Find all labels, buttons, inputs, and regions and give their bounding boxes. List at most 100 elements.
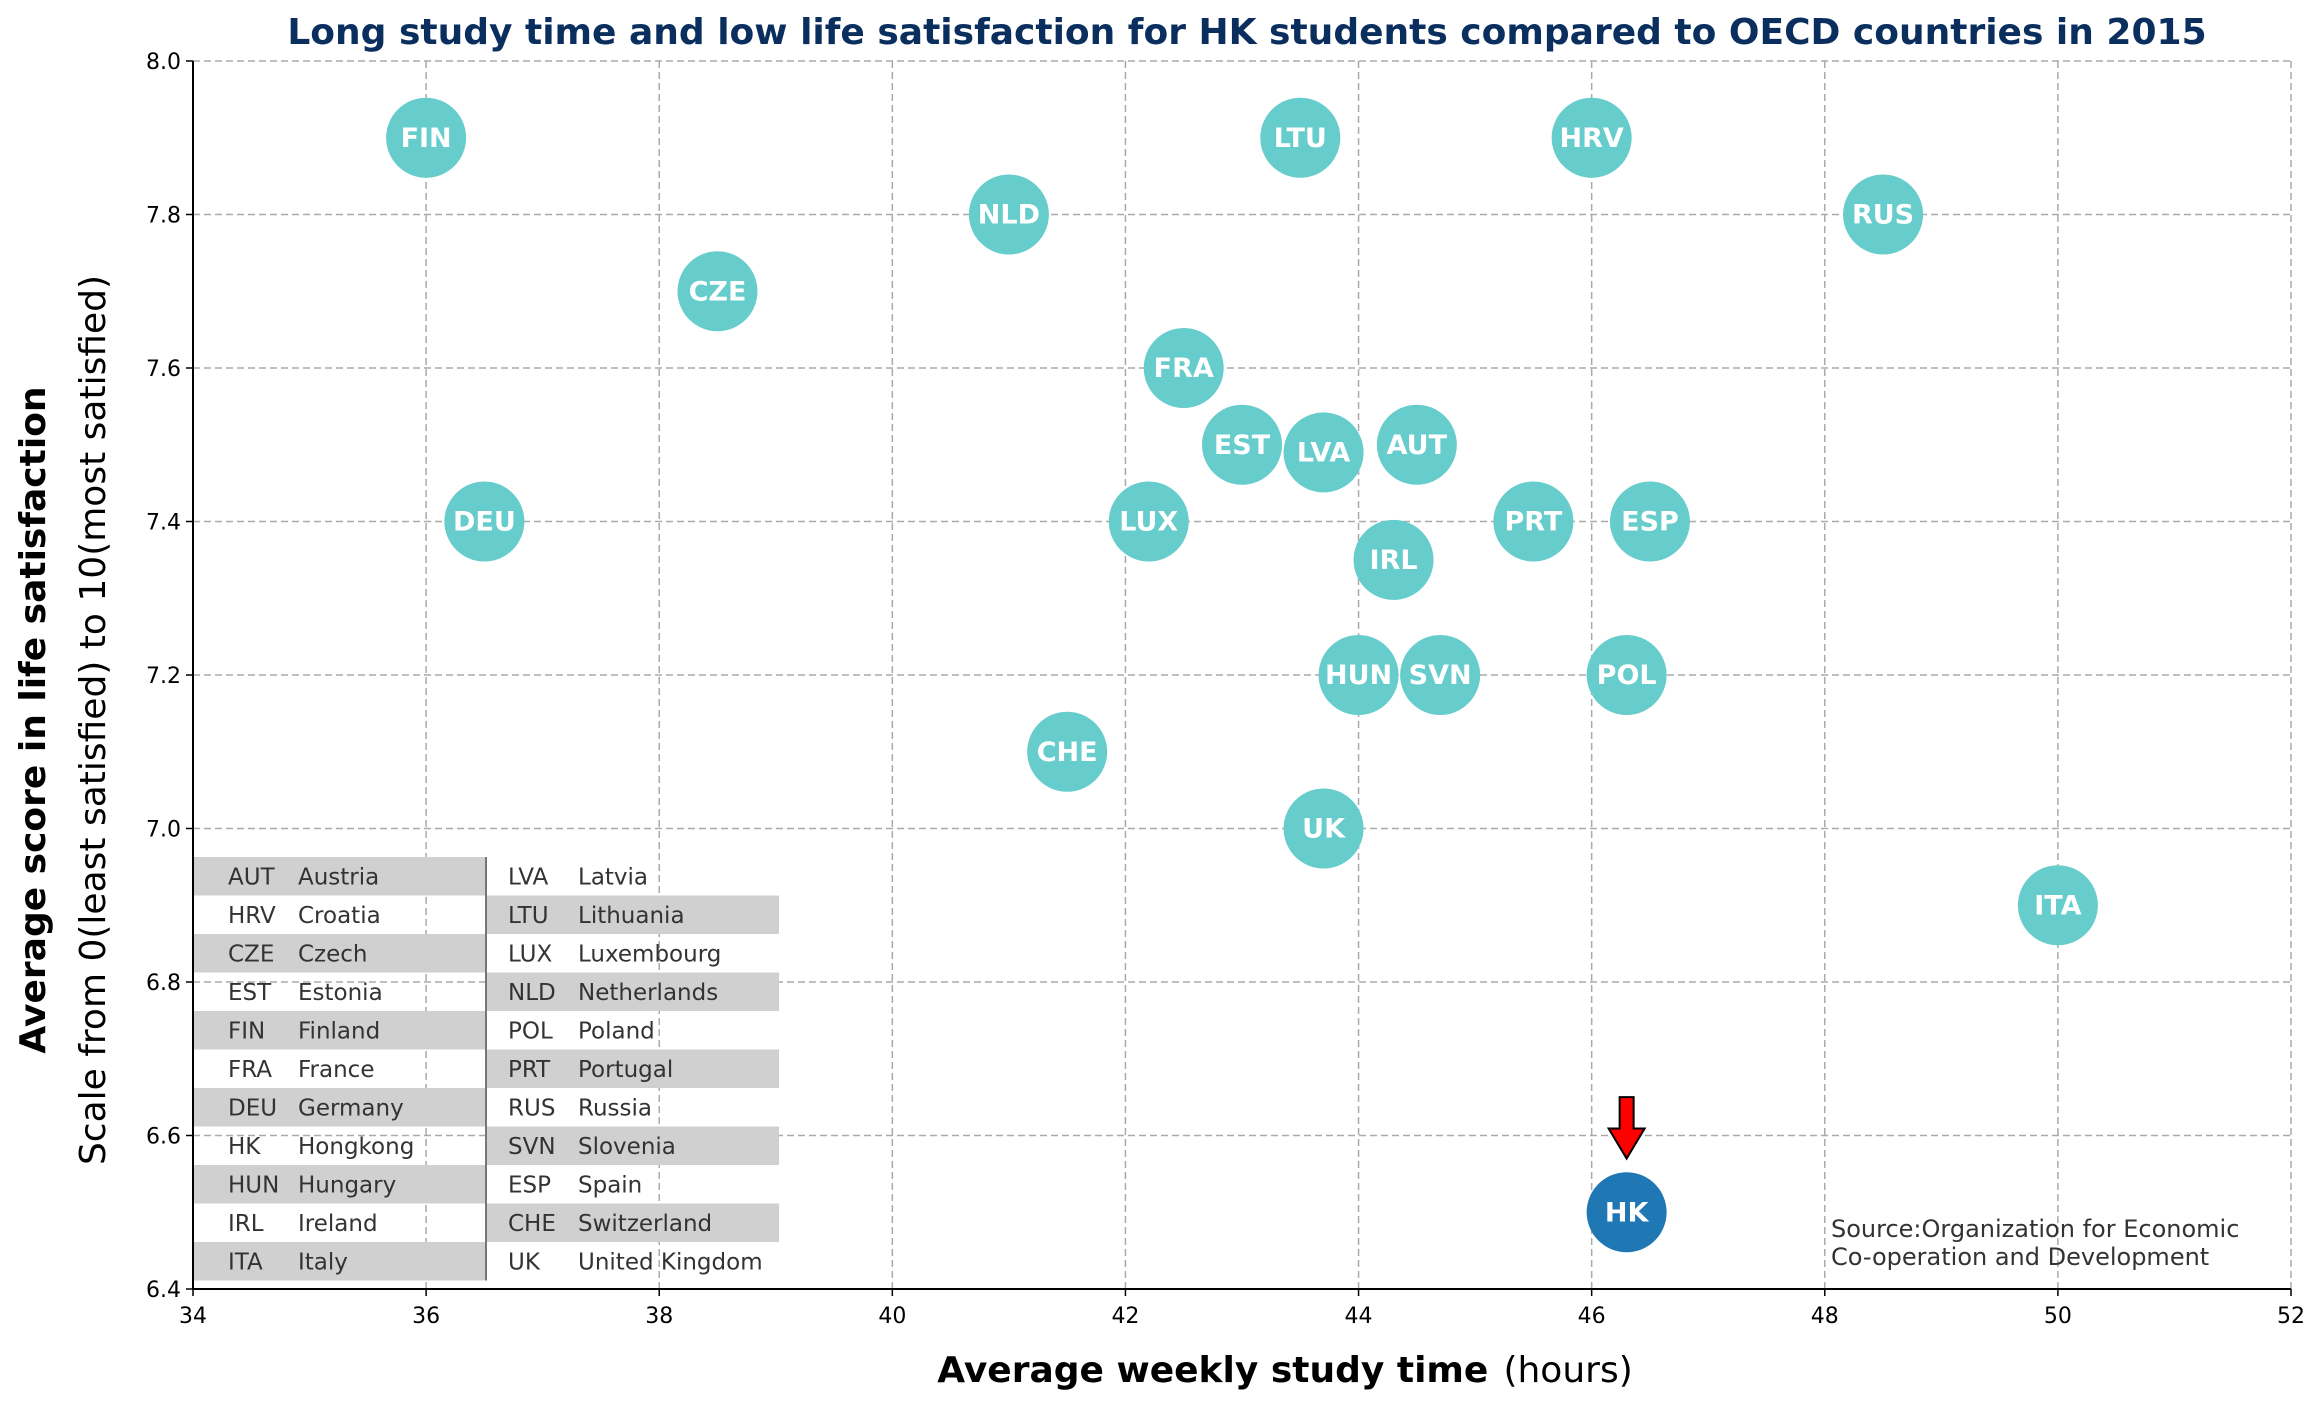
y-tick-label: 6.6 — [146, 1125, 181, 1150]
y-tick-label: 7.8 — [146, 204, 181, 229]
x-tick-label: 44 — [1345, 1304, 1373, 1329]
point-label-esp: ESP — [1621, 507, 1679, 538]
legend-country: Hongkong — [298, 1134, 414, 1160]
legend-country: Poland — [578, 1018, 655, 1044]
point-label-hun: HUN — [1325, 660, 1392, 691]
legend-code: FIN — [228, 1018, 265, 1044]
x-tick-label: 40 — [878, 1304, 906, 1329]
legend-code: DEU — [228, 1095, 277, 1121]
legend-row-shading — [193, 934, 486, 973]
legend-country: Czech — [298, 941, 368, 967]
point-hrv — [1551, 97, 1632, 178]
x-tick-label: 42 — [1111, 1304, 1139, 1329]
point-esp — [1609, 481, 1690, 562]
x-axis-title: Average weekly study time (hours) — [937, 1350, 1633, 1391]
x-axis-unit: (hours) — [1503, 1350, 1632, 1391]
point-label-hk: HK — [1605, 1197, 1650, 1228]
point-uk — [1283, 788, 1364, 869]
legend-code: HUN — [228, 1172, 279, 1198]
legend-code: PRT — [508, 1057, 551, 1083]
point-nld — [968, 174, 1049, 255]
point-cze — [677, 251, 758, 332]
legend-code: NLD — [508, 980, 556, 1006]
svg-text:Average weekly study time: Average weekly study time (hours) — [937, 1350, 1633, 1391]
legend-code: LTU — [508, 903, 549, 929]
legend-row-shading — [193, 1088, 486, 1127]
legend-country: Germany — [298, 1095, 404, 1121]
legend-country: Slovenia — [578, 1134, 676, 1160]
legend-country: Latvia — [578, 864, 648, 890]
legend-row-shading — [193, 1011, 486, 1050]
point-label-uk: UK — [1302, 814, 1346, 845]
legend-row-shading — [486, 1049, 779, 1088]
legend-code: LUX — [508, 941, 553, 967]
legend-country: Ireland — [298, 1211, 378, 1237]
x-tick-label: 36 — [412, 1304, 440, 1329]
point-label-fra: FRA — [1154, 353, 1214, 384]
legend-row-shading — [486, 895, 779, 934]
y-tick-label: 7.6 — [146, 357, 181, 382]
y-axis-sublabel: Scale from 0(least satisfied) to 10(most… — [73, 275, 114, 1165]
y-tick-label: 7.4 — [146, 511, 181, 536]
legend-code: SVN — [508, 1134, 556, 1160]
legend-country: Croatia — [298, 903, 381, 929]
legend-country: Switzerland — [578, 1211, 712, 1237]
legend-row-shading — [486, 1203, 779, 1242]
legend-country: France — [298, 1057, 374, 1083]
y-tick-label: 6.8 — [146, 971, 181, 996]
point-fra — [1143, 328, 1224, 408]
source-note: Source:Organization for Economic Co-oper… — [1831, 1215, 2239, 1271]
source-line-1: Source:Organization for Economic — [1831, 1215, 2239, 1243]
point-hun — [1318, 635, 1399, 715]
point-label-pol: POL — [1597, 660, 1657, 691]
highlight-arrow — [1606, 1096, 1647, 1161]
country-legend-table: AUT Austria HRV Croatia CZE Czech EST Estonia FI… — [193, 857, 779, 1281]
legend-country: Hungary — [298, 1172, 396, 1198]
point-label-nld: NLD — [978, 200, 1040, 231]
legend-country: Netherlands — [578, 980, 718, 1006]
point-label-hrv: HRV — [1560, 123, 1624, 154]
point-label-ltu: LTU — [1274, 123, 1327, 154]
point-svn — [1400, 635, 1481, 715]
x-tick-label: 38 — [645, 1304, 673, 1329]
legend-code: HK — [228, 1134, 261, 1160]
point-label-fin: FIN — [401, 123, 452, 154]
legend-code: RUS — [508, 1095, 555, 1121]
source-line-2: Co-operation and Development — [1831, 1243, 2209, 1271]
y-tick-label: 7.0 — [146, 818, 181, 843]
point-irl — [1353, 519, 1434, 600]
y-tick-label: 6.4 — [146, 1278, 181, 1303]
legend-code: CHE — [508, 1211, 556, 1237]
legend-row-shading — [193, 857, 486, 896]
point-label-deu: DEU — [453, 507, 516, 538]
legend-country: Estonia — [298, 980, 383, 1006]
legend-row-shading — [193, 1165, 486, 1204]
legend-country: Italy — [298, 1249, 348, 1275]
x-axis-label: Average weekly study time — [937, 1350, 1488, 1391]
point-label-est: EST — [1214, 430, 1271, 461]
point-fin — [386, 97, 467, 178]
point-lux — [1108, 481, 1189, 562]
point-label-irl: IRL — [1369, 545, 1417, 576]
legend-country: Lithuania — [578, 903, 685, 929]
point-ltu — [1260, 97, 1341, 178]
legend-code: ITA — [228, 1249, 263, 1275]
legend-row-shading — [486, 972, 779, 1011]
point-deu — [444, 481, 525, 562]
legend-row-shading — [486, 1126, 779, 1165]
legend-country: Austria — [298, 864, 379, 890]
point-label-prt: PRT — [1504, 507, 1562, 538]
point-est — [1202, 404, 1282, 485]
arrow-to-hk — [1606, 1096, 1647, 1161]
x-tick-label: 48 — [1811, 1304, 1839, 1329]
legend-country: Portugal — [578, 1057, 673, 1083]
y-tick-label: 8.0 — [146, 50, 181, 75]
legend-code: UK — [508, 1249, 541, 1275]
point-label-svn: SVN — [1409, 660, 1472, 691]
y-axis-label: Average score in life satisfaction — [13, 386, 54, 1053]
point-label-ita: ITA — [2034, 890, 2081, 921]
x-tick-label: 46 — [1578, 1304, 1606, 1329]
point-label-lux: LUX — [1119, 507, 1178, 538]
legend-code: ESP — [508, 1172, 551, 1198]
